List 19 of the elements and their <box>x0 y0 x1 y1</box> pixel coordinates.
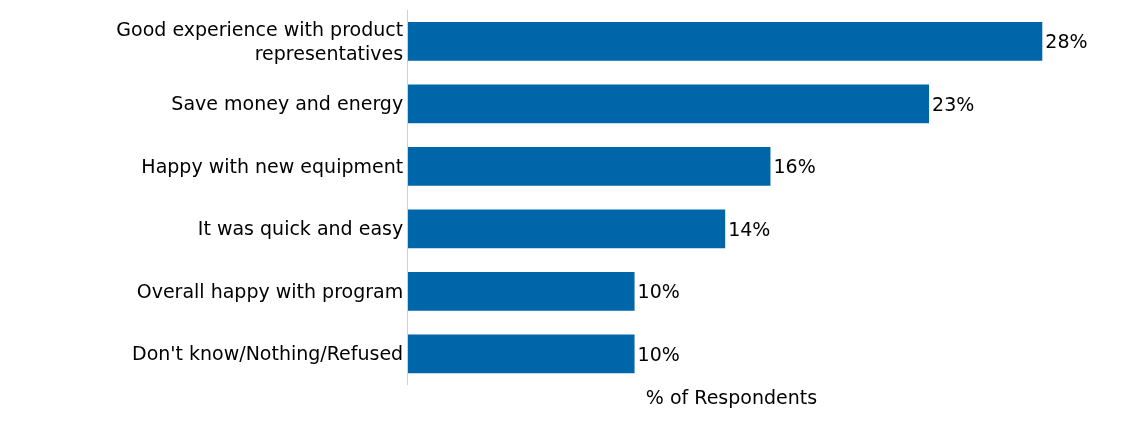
y-tick-label: Happy with new equipment <box>141 154 404 177</box>
data-label: 16% <box>773 155 816 178</box>
bar <box>408 271 635 311</box>
y-tick-label: It was quick and easy <box>197 217 404 240</box>
y-tick-label: Overall happy with program <box>136 279 404 302</box>
y-tick-label: Don't know/Nothing/Refused <box>132 342 404 365</box>
bar <box>408 21 1043 61</box>
bar <box>408 209 726 249</box>
x-axis-title: % of Respondents <box>645 385 818 408</box>
data-label: 28% <box>1045 30 1088 53</box>
bar <box>408 146 771 186</box>
bar <box>408 84 930 124</box>
y-tick-label: Good experience with product representatives <box>116 17 404 65</box>
data-label: 14% <box>728 217 771 240</box>
y-tick-label: Save money and energy <box>171 92 404 115</box>
data-label: 10% <box>637 342 680 365</box>
data-label: 23% <box>932 92 975 115</box>
data-label: 10% <box>637 280 680 303</box>
bar <box>408 334 635 374</box>
